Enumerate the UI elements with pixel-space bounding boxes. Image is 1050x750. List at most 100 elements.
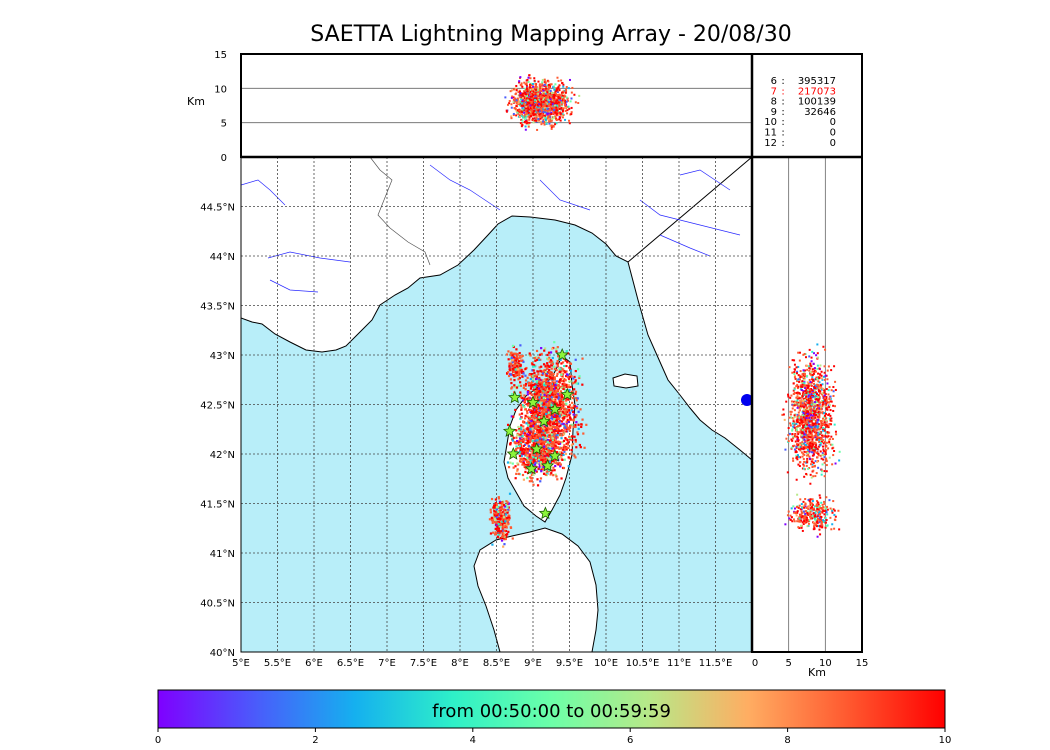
lightning-point xyxy=(547,358,550,361)
lightning-alt-point xyxy=(565,103,568,106)
lightning-point xyxy=(520,368,523,371)
lightning-point xyxy=(557,456,561,459)
lightning-alt-point xyxy=(526,109,529,112)
lightning-alt-point xyxy=(557,97,560,100)
lightning-alt-point xyxy=(515,114,518,117)
lightning-point xyxy=(543,445,546,448)
lightning-point xyxy=(516,368,519,371)
lightning-point xyxy=(552,419,555,422)
lightning-point xyxy=(526,390,529,394)
lightning-alt-point xyxy=(820,387,823,390)
lightning-point xyxy=(496,535,499,538)
lightning-alt-point xyxy=(526,103,529,106)
lightning-alt-point xyxy=(559,94,562,97)
lightning-point xyxy=(546,428,549,432)
lightning-alt-point xyxy=(537,100,540,103)
lightning-point xyxy=(540,399,543,402)
lightning-point xyxy=(556,346,559,349)
lightning-point xyxy=(494,531,497,534)
lightning-point xyxy=(533,386,536,389)
lightning-point xyxy=(568,435,571,438)
lightning-alt-point xyxy=(541,116,544,119)
lightning-alt-point xyxy=(801,396,804,399)
lightning-point xyxy=(550,450,553,453)
lightning-alt-point xyxy=(534,111,537,114)
lightning-alt-point xyxy=(825,458,828,461)
lightning-point xyxy=(497,533,500,537)
lightning-point xyxy=(542,397,545,400)
lightning-alt-point xyxy=(524,128,527,131)
lightning-point xyxy=(526,376,529,379)
lightning-point xyxy=(541,396,544,400)
lightning-point xyxy=(538,440,541,443)
lightning-point xyxy=(568,437,572,440)
lightning-point xyxy=(575,446,578,449)
lightning-point xyxy=(572,393,575,396)
lightning-point xyxy=(538,385,541,388)
lightning-point xyxy=(545,374,548,377)
lightning-point xyxy=(550,427,553,430)
lightning-alt-point xyxy=(800,421,803,424)
lightning-alt-point xyxy=(792,436,795,439)
lightning-point xyxy=(512,356,516,359)
lightning-point xyxy=(527,384,531,387)
lightning-point xyxy=(521,473,525,477)
lightning-point xyxy=(499,501,502,505)
lightning-alt-point xyxy=(793,415,796,418)
lightning-alt-point xyxy=(805,434,808,437)
lightning-point xyxy=(513,441,516,444)
lightning-point xyxy=(559,434,562,437)
lightning-alt-point xyxy=(787,395,790,398)
lightning-alt-point xyxy=(546,96,549,99)
lightning-point xyxy=(502,511,505,514)
lightning-point xyxy=(568,388,571,392)
lightning-point xyxy=(572,377,575,380)
lightning-alt-point xyxy=(802,434,805,437)
lightning-alt-point xyxy=(830,417,833,420)
lightning-point xyxy=(548,434,551,437)
lightning-point xyxy=(535,434,538,437)
lightning-point xyxy=(541,379,544,382)
lightning-alt-point xyxy=(557,106,560,109)
lightning-alt-point xyxy=(550,111,553,114)
lightning-point xyxy=(545,444,548,447)
lightning-point xyxy=(549,385,553,388)
lightning-point xyxy=(553,411,556,415)
lightning-point xyxy=(517,472,520,475)
lightning-point xyxy=(534,384,538,387)
lightning-alt-point xyxy=(805,432,808,435)
lightning-point xyxy=(561,382,564,386)
lightning-point xyxy=(557,367,561,370)
lightning-point xyxy=(565,427,568,430)
lightning-alt-point xyxy=(818,395,821,398)
lightning-point xyxy=(507,358,510,361)
lightning-alt-point xyxy=(529,95,532,98)
lightning-point xyxy=(502,516,506,519)
lightning-alt-point xyxy=(544,108,547,111)
lightning-alt-point xyxy=(524,116,527,119)
lightning-alt-point xyxy=(535,84,538,87)
lightning-alt-point xyxy=(815,400,818,403)
lightning-point xyxy=(534,455,537,458)
lightning-alt-point xyxy=(535,97,538,100)
lightning-point xyxy=(549,359,553,362)
lightning-point xyxy=(564,452,568,456)
lightning-point xyxy=(540,365,543,368)
lightning-alt-point xyxy=(557,101,560,104)
lightning-point xyxy=(555,369,558,372)
lightning-alt-point xyxy=(529,104,532,107)
lightning-alt-point xyxy=(537,87,540,90)
lightning-alt-point xyxy=(540,87,543,90)
lightning-point xyxy=(506,461,510,464)
lightning-point xyxy=(566,439,569,442)
lightning-alt-point xyxy=(795,385,798,388)
lightning-point xyxy=(548,455,551,458)
lightning-point xyxy=(571,396,574,400)
lightning-point xyxy=(506,501,509,504)
lightning-alt-point xyxy=(814,475,817,478)
lightning-point xyxy=(526,403,529,406)
lightning-alt-point xyxy=(550,104,553,107)
lightning-point xyxy=(523,417,527,420)
lightning-alt-point xyxy=(558,112,561,115)
lightning-point xyxy=(548,381,552,385)
